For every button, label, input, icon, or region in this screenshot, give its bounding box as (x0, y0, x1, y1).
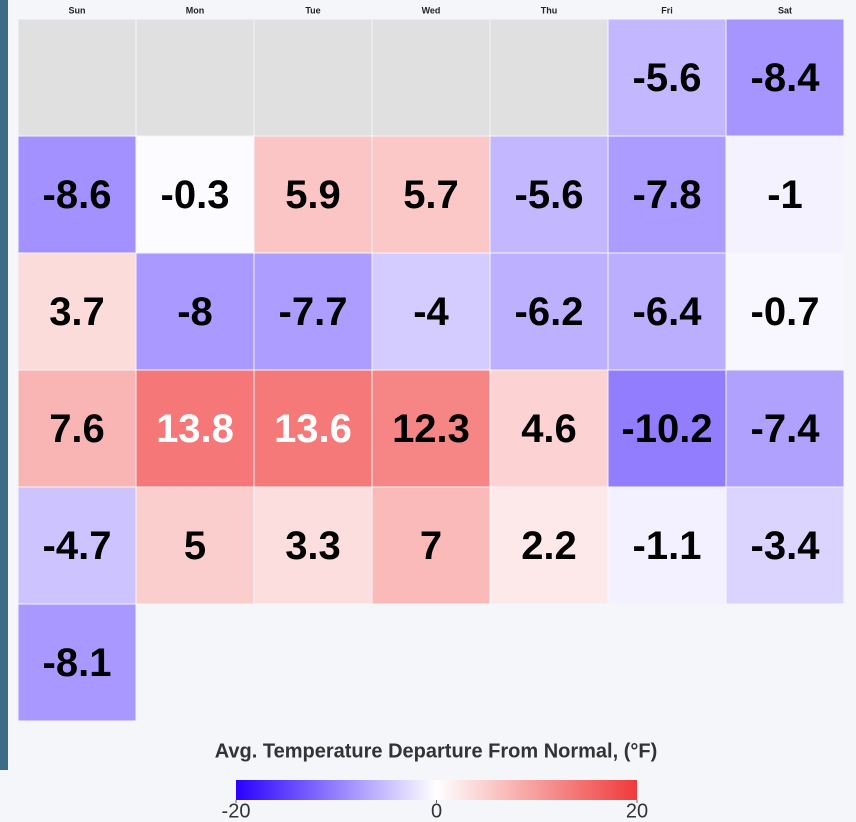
cell-label: -3.4 (751, 524, 821, 568)
empty-cell (255, 20, 372, 136)
cell-label: -4 (413, 290, 449, 334)
day-label: Fri (661, 5, 673, 15)
cell-label: 7.6 (49, 407, 105, 451)
colorbar-title: Avg. Temperature Departure From Normal, … (215, 740, 658, 762)
day-label: Wed (422, 5, 441, 15)
chart: Avg. Temperature Departure From Normal, … (0, 0, 856, 822)
background-photo-strip (0, 0, 8, 770)
cell-label: 3.3 (285, 524, 341, 568)
day-label: Mon (186, 5, 205, 15)
page: {"chart_data": {"type": "heatmap", "cate… (0, 0, 856, 822)
cell-label: -1 (767, 173, 803, 217)
cell-label: 7 (420, 524, 442, 568)
cell-label: -6.2 (515, 290, 584, 334)
cell-label: -0.7 (751, 290, 820, 334)
cell-label: 5.9 (285, 173, 341, 217)
cell-label: -8.1 (43, 641, 112, 685)
cell-label: 3.7 (49, 290, 105, 334)
cell-label: -7.7 (279, 290, 348, 334)
cell-label: 13.6 (274, 407, 352, 451)
cell-label: -1.1 (633, 524, 702, 568)
empty-cell (19, 20, 136, 136)
cell-label: -8.6 (43, 173, 112, 217)
cell-label: -8 (177, 290, 213, 334)
day-label: Sun (69, 5, 86, 15)
cell-label: -8.4 (751, 56, 821, 100)
cell-label: -0.3 (161, 173, 230, 217)
cell-label: -5.6 (633, 56, 702, 100)
cell-label: 4.6 (521, 407, 577, 451)
cell-label: 5 (184, 524, 206, 568)
cell-label: -7.8 (633, 173, 702, 217)
cell-label: 12.3 (392, 407, 470, 451)
cell-label: -6.4 (633, 290, 703, 334)
colorbar-tick-label: 20 (626, 800, 648, 822)
day-label: Thu (541, 5, 558, 15)
empty-cell (373, 20, 490, 136)
cell-label: 5.7 (403, 173, 459, 217)
day-label: Sat (778, 5, 792, 15)
cell-label: -5.6 (515, 173, 584, 217)
cell-label: -4.7 (43, 524, 112, 568)
colorbar (236, 780, 637, 800)
cell-label: 2.2 (521, 524, 577, 568)
day-label: Tue (305, 5, 320, 15)
colorbar-tick-label: -20 (222, 800, 251, 822)
empty-cell (491, 20, 608, 136)
empty-cell (137, 20, 254, 136)
cell-label: -10.2 (621, 407, 712, 451)
cell-label: -7.4 (751, 407, 821, 451)
colorbar-tick-label: 0 (431, 800, 442, 822)
cell-label: 13.8 (156, 407, 234, 451)
